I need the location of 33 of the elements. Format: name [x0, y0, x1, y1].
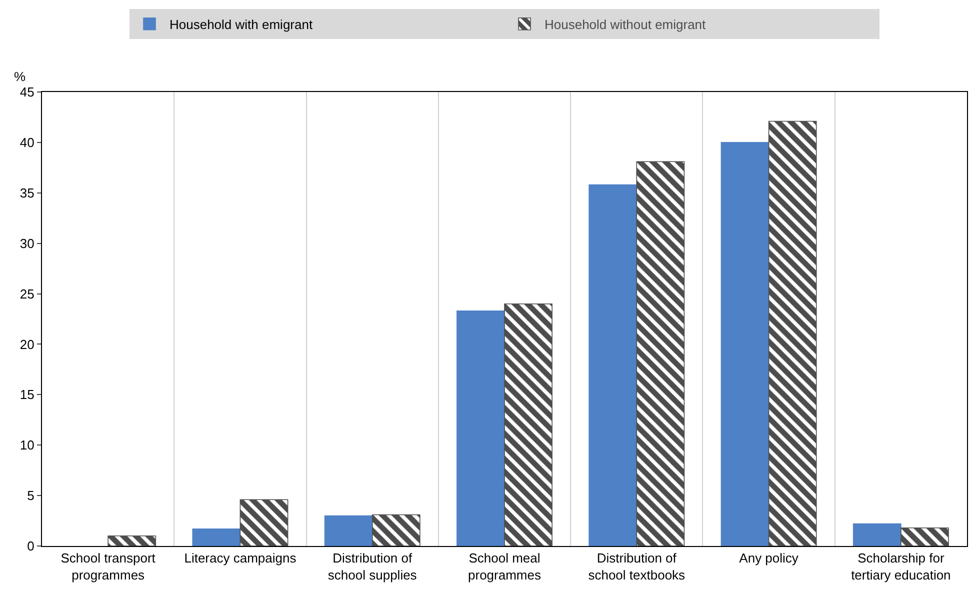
x-tick-label: Distribution of school supplies [328, 550, 418, 582]
text: Household without emigrant [544, 16, 706, 32]
x-tick-label: Scholarship for tertiary education [851, 550, 951, 582]
y-tick-label: 25 [20, 286, 34, 302]
x-tick-label: School transport programmes [60, 550, 156, 582]
bar [504, 303, 552, 546]
y-tick-label: 20 [20, 336, 34, 352]
y-tick-label: 45 [20, 84, 34, 100]
bar [372, 514, 420, 546]
y-tick-label: 10 [20, 438, 34, 453]
bar [192, 528, 241, 546]
bar [108, 536, 156, 546]
y-tick-label: 35 [20, 185, 34, 200]
x-tick-label: School meal programmes [468, 550, 542, 582]
bar [240, 499, 288, 546]
bar [588, 184, 638, 546]
x-tick-label: Literacy campaigns [184, 550, 297, 566]
y-tick-label: 30 [20, 236, 34, 251]
y-tick-label: 5 [27, 488, 34, 504]
bar [768, 120, 817, 546]
y-tick-label: 40 [20, 134, 34, 150]
y-axis-title: % [14, 69, 26, 84]
bar [900, 527, 949, 546]
bar [636, 161, 685, 546]
x-tick-label: Distribution of school textbooks [588, 550, 686, 582]
x-tick-label: Any policy [739, 550, 799, 566]
bar [720, 142, 770, 546]
bar [852, 523, 902, 546]
y-tick-label: 15 [20, 387, 34, 402]
legend-label: Household with emigrant [170, 16, 313, 32]
bar [456, 310, 505, 546]
y-tick-label: 0 [27, 538, 34, 554]
bar [324, 515, 373, 546]
